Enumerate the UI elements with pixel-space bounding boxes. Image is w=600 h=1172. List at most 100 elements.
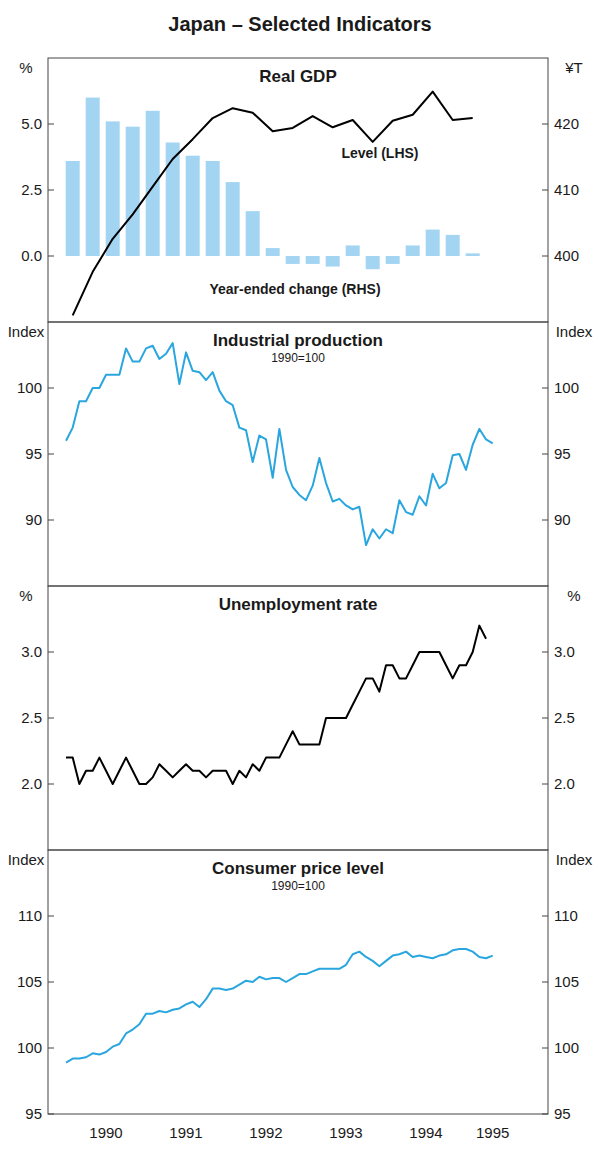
y2-tick xyxy=(542,454,548,455)
bar xyxy=(266,248,280,256)
y2-tick-label: 95 xyxy=(554,445,571,462)
panel-title: Consumer price level xyxy=(212,859,384,878)
y2-tick xyxy=(542,520,548,521)
series-line xyxy=(66,343,493,545)
y2-tick-label: 400 xyxy=(554,247,579,264)
panel: 2.0 2.5 3.0 2.0 2.5 3.0%% Unemployment rate xyxy=(19,586,580,850)
panel-title: Unemployment rate xyxy=(219,595,378,614)
series-line xyxy=(66,626,486,784)
y-tick xyxy=(48,520,54,521)
panel: 0.02.55.0400410420%¥TReal GDPYear-ended … xyxy=(19,58,582,322)
bar xyxy=(366,256,380,269)
y2-axis-label: Index xyxy=(556,323,593,340)
y-tick-label: 3.0 xyxy=(21,643,42,660)
x-tick-label: 1993 xyxy=(329,1124,362,1141)
bar xyxy=(126,127,140,256)
y-tick-label: 2.5 xyxy=(21,181,42,198)
x-tick-label: 1992 xyxy=(249,1124,282,1141)
y-tick-label: 95 xyxy=(25,445,42,462)
y-tick-label: 105 xyxy=(17,973,42,990)
y-tick-label: 95 xyxy=(25,1105,42,1122)
y-axis-label: % xyxy=(19,587,32,604)
y2-tick-label: 420 xyxy=(554,115,579,132)
background xyxy=(0,0,600,1172)
main-title: Japan – Selected Indicators xyxy=(168,13,431,35)
y2-tick-label: 100 xyxy=(554,1039,579,1056)
bar xyxy=(466,253,480,256)
plot-marks xyxy=(66,949,493,1063)
bar xyxy=(226,182,240,256)
y-tick xyxy=(48,454,54,455)
panel-title: Industrial production xyxy=(213,331,383,350)
y2-tick xyxy=(542,916,548,917)
y2-tick xyxy=(542,190,548,191)
y2-axis-label: ¥T xyxy=(564,59,583,76)
bar xyxy=(66,161,80,256)
panel-subtitle: 1990=100 xyxy=(271,879,325,893)
bar xyxy=(86,98,100,256)
y2-tick xyxy=(542,1048,548,1049)
y2-tick xyxy=(542,652,548,653)
y2-tick-label: 2.5 xyxy=(554,709,575,726)
series-label: Year-ended change (RHS) xyxy=(209,281,380,297)
bar xyxy=(346,245,360,256)
panel: 90 95 100 90 95 100 Index Index Industrial produ… xyxy=(8,322,593,586)
y-tick xyxy=(48,388,54,389)
y-tick-label: 100 xyxy=(17,379,42,396)
y-tick-label: 110 xyxy=(18,907,42,924)
x-tick-label: 1995 xyxy=(476,1124,509,1141)
y-axis-label: Index xyxy=(8,323,45,340)
bar xyxy=(146,111,160,256)
bar xyxy=(186,156,200,256)
y2-tick-label: 110 xyxy=(554,907,578,924)
bar xyxy=(206,161,220,256)
y-tick xyxy=(48,982,54,983)
bar xyxy=(106,121,120,256)
y-tick xyxy=(48,916,54,917)
y-tick-label: 2.5 xyxy=(21,709,42,726)
y-tick-label: 100 xyxy=(17,1039,42,1056)
y-tick xyxy=(48,1114,54,1115)
y-axis-label: Index xyxy=(8,851,45,868)
chart-root: Japan – Selected Indicators 0.0 2.5 5.0 400 4… xyxy=(0,0,600,1172)
y2-tick xyxy=(542,784,548,785)
y-tick-label: 0.0 xyxy=(21,247,42,264)
y2-tick-label: 410 xyxy=(554,181,579,198)
bar xyxy=(406,245,420,256)
bar xyxy=(386,256,400,264)
bar xyxy=(246,211,260,256)
y-tick-label: 90 xyxy=(25,511,42,528)
y2-tick xyxy=(542,256,548,257)
y2-axis-label: Index xyxy=(556,851,593,868)
plot-marks xyxy=(66,92,480,316)
y-tick xyxy=(48,718,54,719)
y-tick xyxy=(48,1048,54,1049)
plot-frame xyxy=(48,322,548,586)
y2-axis-label: % xyxy=(567,587,580,604)
y-tick xyxy=(48,256,54,257)
y2-tick-label: 2.0 xyxy=(554,775,575,792)
y-tick xyxy=(48,190,54,191)
panel: 9510010511095100105110IndexIndexConsumer… xyxy=(8,850,593,1141)
bar xyxy=(426,230,440,256)
bar xyxy=(286,256,300,264)
x-tick-label: 1990 xyxy=(89,1124,122,1141)
y-tick-label: 5.0 xyxy=(21,115,42,132)
y2-tick-label: 3.0 xyxy=(554,643,575,660)
y2-tick xyxy=(542,718,548,719)
y2-tick-label: 90 xyxy=(554,511,571,528)
plot-frame xyxy=(48,586,548,850)
series-label: Level (LHS) xyxy=(341,145,418,161)
y-tick xyxy=(48,784,54,785)
y2-tick xyxy=(542,388,548,389)
y-tick xyxy=(48,124,54,125)
series-line xyxy=(66,949,493,1063)
panel-title: Real GDP xyxy=(259,67,336,86)
bar xyxy=(326,256,340,267)
y-tick-label: 2.0 xyxy=(21,775,42,792)
panel-subtitle: 1990=100 xyxy=(271,351,325,365)
y2-tick xyxy=(542,1114,548,1115)
y2-tick-label: 100 xyxy=(554,379,579,396)
plot-frame xyxy=(48,850,548,1114)
y-tick xyxy=(48,652,54,653)
